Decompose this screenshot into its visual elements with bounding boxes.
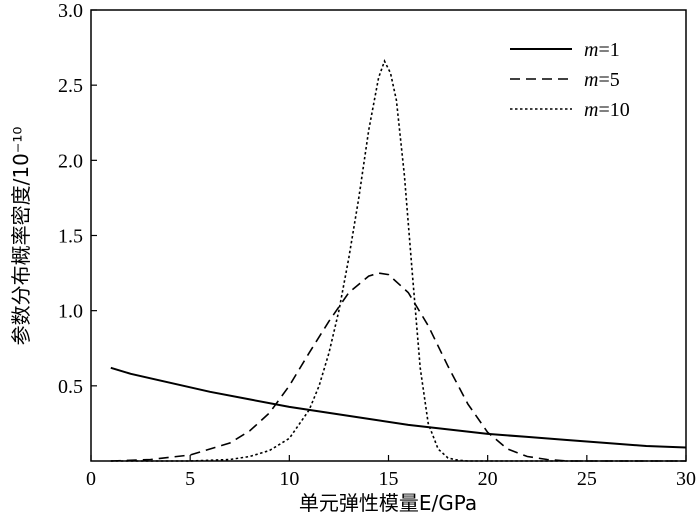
y-tick-label: 0.5	[58, 376, 83, 398]
legend-label-1: m=1	[584, 39, 620, 61]
ticks-layer: 0 5 10 15 20 25 30 0.5 1.0 1.5 2.0 2.5 3.0	[58, 0, 696, 490]
y-axis-label: 参数分布概率密度/10⁻¹⁰	[9, 127, 33, 346]
x-tick-label: 30	[676, 468, 696, 490]
x-tick-label: 5	[185, 468, 195, 490]
series-line-2	[110, 272, 686, 462]
x-tick-label: 15	[379, 468, 399, 490]
x-tick-label: 25	[577, 468, 597, 490]
x-axis-label: 单元弹性模量E/GPa	[299, 491, 477, 515]
y-tick-label: 2.0	[58, 150, 83, 172]
series-layer	[110, 59, 687, 462]
legend: m=1 m=5 m=10	[510, 39, 630, 121]
series-line-3	[110, 59, 686, 462]
legend-label-2: m=5	[584, 69, 620, 91]
y-tick-label: 2.5	[58, 75, 83, 97]
x-tick-label: 20	[478, 468, 498, 490]
legend-label-3: m=10	[584, 99, 630, 121]
x-tick-label: 10	[279, 468, 299, 490]
x-tick-label: 0	[86, 468, 96, 490]
y-tick-label: 3.0	[58, 0, 83, 22]
y-tick-label: 1.5	[58, 226, 83, 248]
y-tick-label: 1.0	[58, 301, 83, 323]
series-line-1	[110, 366, 687, 449]
